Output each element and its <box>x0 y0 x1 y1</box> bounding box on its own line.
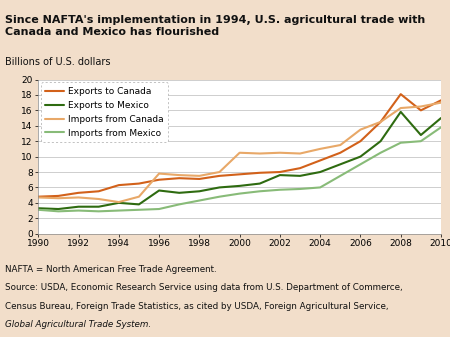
Exports to Canada <box>378 120 383 124</box>
Exports to Canada <box>438 98 444 102</box>
Line: Imports from Canada: Imports from Canada <box>38 103 441 202</box>
Exports to Mexico <box>136 202 142 206</box>
Exports to Canada <box>398 92 404 96</box>
Exports to Canada <box>217 174 222 178</box>
Imports from Mexico <box>237 191 243 195</box>
Imports from Mexico <box>378 151 383 155</box>
Imports from Canada <box>277 151 283 155</box>
Exports to Canada <box>237 172 243 176</box>
Exports to Mexico <box>297 174 303 178</box>
Exports to Mexico <box>96 205 101 209</box>
Imports from Canada <box>96 197 101 201</box>
Text: Global Agricultural Trade System.: Global Agricultural Trade System. <box>5 320 152 329</box>
Line: Imports from Mexico: Imports from Mexico <box>38 127 441 211</box>
Exports to Mexico <box>338 162 343 166</box>
Imports from Mexico <box>136 208 142 212</box>
Exports to Canada <box>157 178 162 182</box>
Exports to Mexico <box>197 189 202 193</box>
Imports from Mexico <box>338 174 343 178</box>
Imports from Mexico <box>197 198 202 203</box>
Exports to Mexico <box>217 185 222 189</box>
Text: Source: USDA, Economic Research Service using data from U.S. Department of Comme: Source: USDA, Economic Research Service … <box>5 283 403 292</box>
Imports from Canada <box>217 170 222 174</box>
Exports to Canada <box>297 166 303 170</box>
Imports from Canada <box>157 172 162 176</box>
Text: Since NAFTA's implementation in 1994, U.S. agricultural trade with
Canada and Me: Since NAFTA's implementation in 1994, U.… <box>5 14 426 37</box>
Exports to Canada <box>116 183 122 187</box>
Imports from Mexico <box>96 209 101 213</box>
Imports from Mexico <box>217 195 222 199</box>
Exports to Mexico <box>378 139 383 143</box>
Text: Billions of U.S. dollars: Billions of U.S. dollars <box>5 57 111 67</box>
Exports to Mexico <box>318 170 323 174</box>
Exports to Canada <box>176 176 182 180</box>
Exports to Mexico <box>257 182 262 186</box>
Imports from Canada <box>197 174 202 178</box>
Exports to Mexico <box>358 155 363 159</box>
Exports to Canada <box>338 151 343 155</box>
Imports from Canada <box>418 104 423 109</box>
Imports from Canada <box>76 195 81 200</box>
Exports to Canada <box>418 108 423 112</box>
Imports from Canada <box>297 152 303 156</box>
Imports from Mexico <box>318 185 323 189</box>
Imports from Mexico <box>257 189 262 193</box>
Imports from Mexico <box>76 209 81 213</box>
Exports to Canada <box>257 171 262 175</box>
Imports from Canada <box>116 200 122 204</box>
Exports to Mexico <box>36 206 41 210</box>
Imports from Canada <box>378 120 383 124</box>
Imports from Mexico <box>277 188 283 192</box>
Exports to Mexico <box>237 184 243 188</box>
Exports to Canada <box>358 139 363 143</box>
Line: Exports to Canada: Exports to Canada <box>38 94 441 197</box>
Imports from Canada <box>257 152 262 156</box>
Imports from Mexico <box>418 139 423 143</box>
Exports to Mexico <box>76 205 81 209</box>
Exports to Canada <box>136 182 142 186</box>
Imports from Mexico <box>56 209 61 213</box>
Imports from Canada <box>56 196 61 200</box>
Exports to Mexico <box>116 201 122 205</box>
Imports from Canada <box>176 173 182 177</box>
Imports from Mexico <box>176 202 182 206</box>
Exports to Mexico <box>418 133 423 137</box>
Exports to Canada <box>197 177 202 181</box>
Exports to Mexico <box>277 173 283 177</box>
Imports from Canada <box>338 143 343 147</box>
Imports from Canada <box>36 195 41 200</box>
Exports to Canada <box>277 170 283 174</box>
Exports to Canada <box>76 191 81 195</box>
Line: Exports to Mexico: Exports to Mexico <box>38 112 441 209</box>
Exports to Mexico <box>398 110 404 114</box>
Imports from Canada <box>318 147 323 151</box>
Exports to Canada <box>56 194 61 198</box>
Exports to Mexico <box>157 188 162 192</box>
Imports from Canada <box>438 101 444 105</box>
Imports from Canada <box>237 151 243 155</box>
Exports to Mexico <box>438 116 444 120</box>
Imports from Mexico <box>358 162 363 166</box>
Imports from Mexico <box>297 187 303 191</box>
Exports to Canada <box>36 195 41 199</box>
Imports from Mexico <box>398 141 404 145</box>
Imports from Canada <box>358 128 363 132</box>
Text: NAFTA = North American Free Trade Agreement.: NAFTA = North American Free Trade Agreem… <box>5 265 217 274</box>
Imports from Mexico <box>438 125 444 129</box>
Exports to Canada <box>318 158 323 162</box>
Imports from Canada <box>136 195 142 199</box>
Exports to Mexico <box>176 191 182 195</box>
Exports to Canada <box>96 189 101 193</box>
Imports from Mexico <box>157 207 162 211</box>
Exports to Mexico <box>56 207 61 211</box>
Imports from Mexico <box>36 208 41 212</box>
Legend: Exports to Canada, Exports to Mexico, Imports from Canada, Imports from Mexico: Exports to Canada, Exports to Mexico, Im… <box>41 82 168 142</box>
Text: Census Bureau, Foreign Trade Statistics, as cited by USDA, Foreign Agricultural : Census Bureau, Foreign Trade Statistics,… <box>5 302 389 311</box>
Imports from Canada <box>398 106 404 110</box>
Imports from Mexico <box>116 209 122 213</box>
